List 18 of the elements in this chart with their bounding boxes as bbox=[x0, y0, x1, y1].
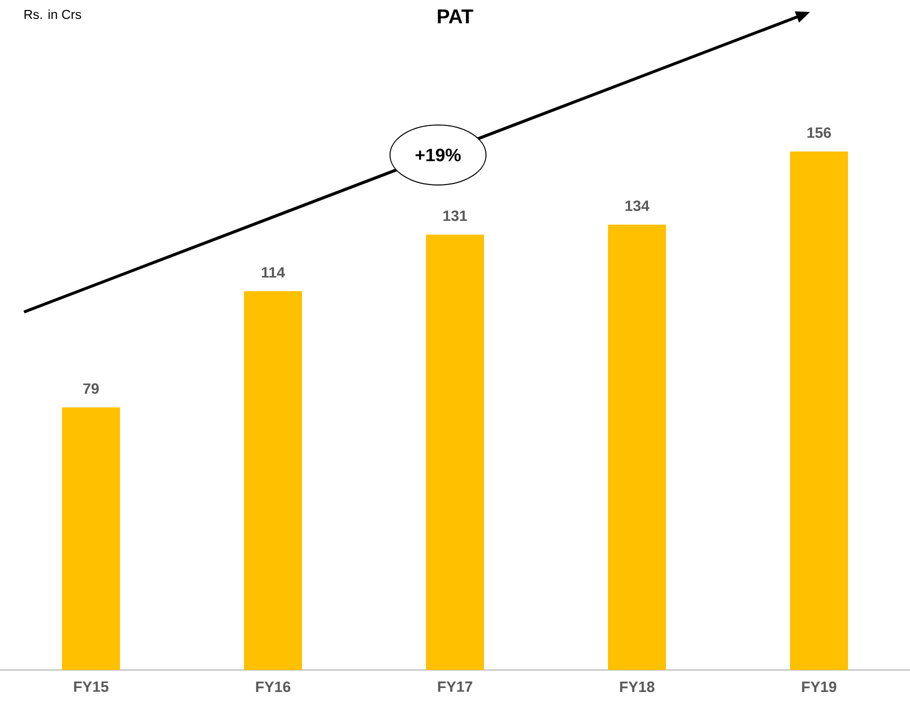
annotation: +19% bbox=[416, 148, 461, 162]
data-label: 134 bbox=[625, 200, 650, 212]
data-label: 79 bbox=[83, 383, 99, 394]
bar bbox=[62, 407, 120, 670]
x-tick-label: FY17 bbox=[438, 682, 472, 692]
data-label: 131 bbox=[443, 210, 468, 222]
bar bbox=[244, 291, 302, 670]
data-label: 156 bbox=[807, 127, 831, 138]
chart-subtitle: Rs. in Crs bbox=[24, 10, 82, 20]
chart-title: PAT bbox=[438, 10, 474, 24]
x-tick-label: FY18 bbox=[620, 682, 654, 692]
x-tick-label: FY15 bbox=[74, 682, 108, 692]
bar bbox=[426, 234, 484, 670]
bar bbox=[790, 151, 848, 670]
data-label: 114 bbox=[262, 267, 285, 278]
bar bbox=[608, 224, 666, 670]
x-tick-label: FY19 bbox=[802, 682, 836, 692]
x-tick-label: FY16 bbox=[256, 682, 290, 692]
